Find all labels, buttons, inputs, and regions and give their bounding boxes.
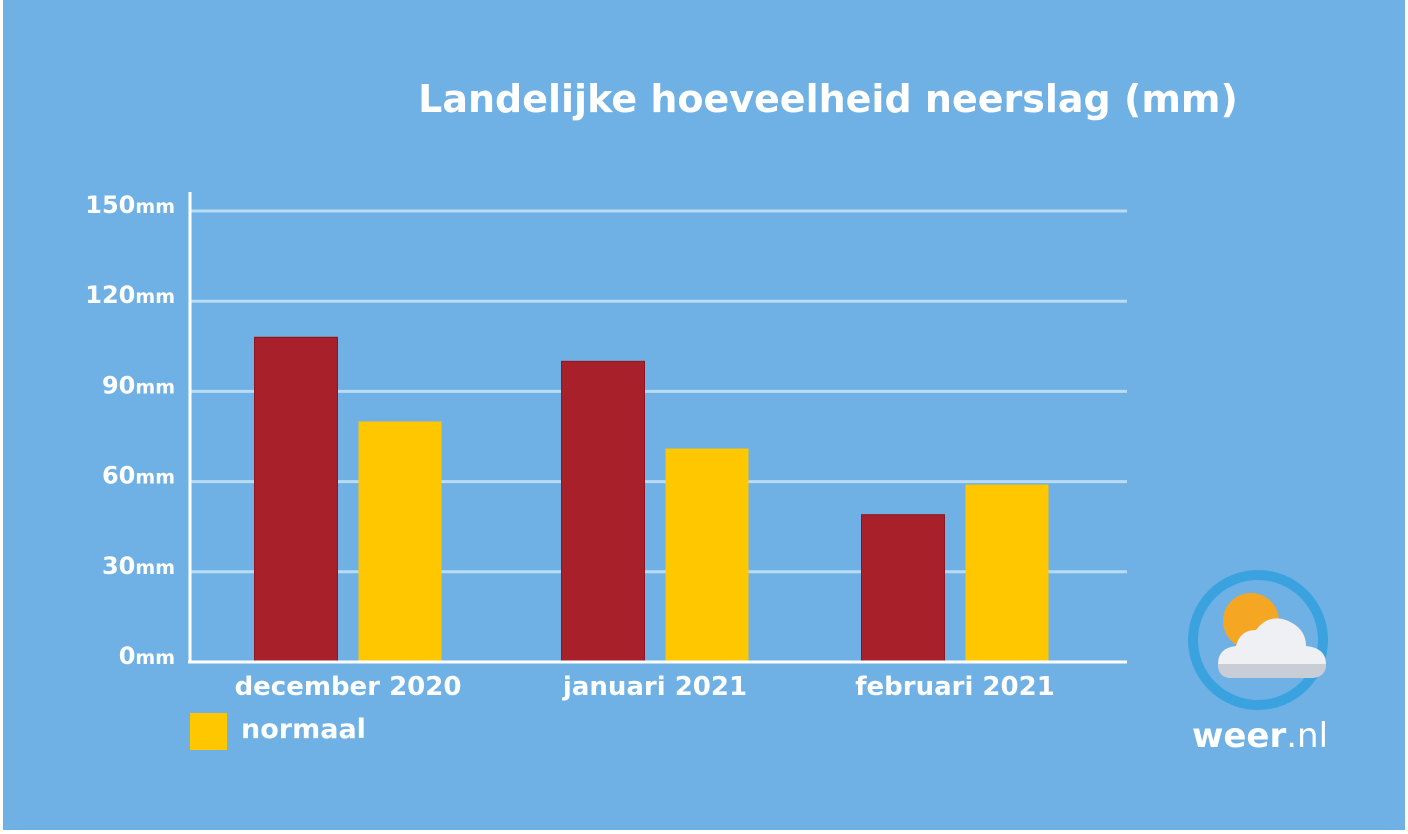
- y-tick-number: 30: [102, 552, 135, 580]
- y-tick-number: 150: [85, 191, 135, 219]
- legend: normaal: [190, 713, 366, 750]
- y-tick-label-90: 90mm: [102, 371, 175, 399]
- sun-cloud-icon: [1188, 570, 1328, 710]
- y-tick-unit: mm: [135, 467, 175, 489]
- legend-swatch-normaal: [190, 713, 227, 750]
- y-tick-label-120: 120mm: [85, 281, 175, 309]
- logo-brand-suffix: .nl: [1286, 716, 1328, 756]
- x-tick-label-2: februari 2021: [855, 672, 1055, 702]
- y-tick-unit: mm: [135, 196, 175, 218]
- bar-series-1-0: [254, 336, 338, 663]
- bar-normaal-0: [358, 421, 442, 662]
- x-tick-label-0: december 2020: [235, 672, 462, 702]
- bar-normaal-2: [965, 484, 1049, 662]
- weer-nl-logo: weer.nl: [1188, 570, 1328, 756]
- y-tick-number: 90: [102, 371, 135, 399]
- y-tick-unit: mm: [135, 286, 175, 308]
- y-tick-label-30: 30mm: [102, 552, 175, 580]
- y-tick-label-60: 60mm: [102, 462, 175, 490]
- y-tick-label-150: 150mm: [85, 191, 175, 219]
- bar-normaal-1: [665, 448, 749, 662]
- y-tick-number: 60: [102, 462, 135, 490]
- bar-series-1-1: [561, 360, 645, 663]
- x-tick-label-1: januari 2021: [562, 672, 747, 702]
- chart-background: [3, 0, 1405, 830]
- y-tick-unit: mm: [135, 557, 175, 579]
- y-tick-unit: mm: [135, 376, 175, 398]
- bars: [254, 336, 1049, 663]
- chart-title: Landelijke hoeveelheid neerslag (mm): [418, 77, 1238, 121]
- y-tick-number: 120: [85, 281, 135, 309]
- logo-brand-main: weer: [1192, 716, 1287, 756]
- y-tick-number: 0: [119, 642, 136, 670]
- y-tick-unit: mm: [135, 647, 175, 669]
- x-tick-labels: december 2020 januari 2021 februari 2021: [235, 672, 1055, 702]
- y-tick-label-0: 0mm: [119, 642, 175, 670]
- logo-wordmark: weer.nl: [1192, 716, 1328, 756]
- legend-label-normaal: normaal: [241, 714, 366, 745]
- axes: [188, 192, 1127, 664]
- bar-series-1-2: [861, 514, 945, 663]
